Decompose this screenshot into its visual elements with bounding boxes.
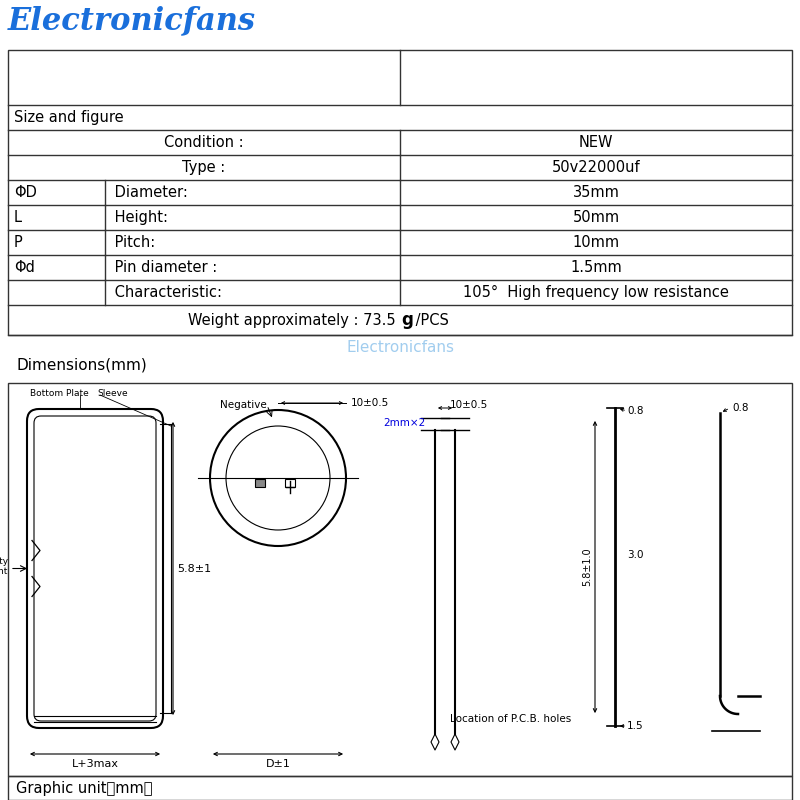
Text: Height:: Height: (110, 210, 168, 225)
Text: Bottom Plate: Bottom Plate (30, 389, 89, 398)
Text: P: P (14, 235, 22, 250)
Text: 50mm: 50mm (573, 210, 619, 225)
Text: /PCS: /PCS (411, 313, 449, 327)
Text: Weight approximately : 73.5: Weight approximately : 73.5 (188, 313, 400, 327)
Text: Dimensions(mm): Dimensions(mm) (16, 358, 146, 373)
Text: 10±0.5: 10±0.5 (351, 398, 390, 408)
Text: 10±0.5: 10±0.5 (450, 400, 488, 410)
Text: L: L (14, 210, 22, 225)
Text: 0.8: 0.8 (627, 406, 643, 416)
Text: ΦD: ΦD (14, 185, 37, 200)
Text: Graphic unit（mm）: Graphic unit（mm） (16, 781, 153, 795)
Bar (285, 479, 295, 487)
Text: Safety
Vent: Safety Vent (0, 557, 8, 576)
Text: 5.8±1.0: 5.8±1.0 (582, 548, 592, 586)
Text: Electronicfans: Electronicfans (8, 5, 256, 36)
Bar (8, 776, 792, 800)
Text: Pin diameter :: Pin diameter : (110, 260, 218, 275)
Text: 35mm: 35mm (573, 185, 619, 200)
Text: NEW: NEW (578, 135, 614, 150)
Text: Φd: Φd (14, 260, 35, 275)
Bar (255, 479, 265, 487)
Text: 3.0: 3.0 (627, 550, 643, 559)
Text: Location of P.C.B. holes: Location of P.C.B. holes (450, 714, 571, 724)
Text: Size and figure: Size and figure (14, 110, 124, 125)
Bar (8, 383, 792, 776)
Text: 50v22000uf: 50v22000uf (552, 160, 640, 175)
Text: Condition :: Condition : (164, 135, 244, 150)
Text: Negative: Negative (220, 400, 266, 410)
Text: D±1: D±1 (266, 759, 290, 769)
Text: Diameter:: Diameter: (110, 185, 188, 200)
Text: g: g (401, 311, 413, 329)
Text: Characteristic:: Characteristic: (110, 285, 222, 300)
Text: Pitch:: Pitch: (110, 235, 155, 250)
Text: L+3max: L+3max (71, 759, 118, 769)
Text: 105°  High frequency low resistance: 105° High frequency low resistance (463, 285, 729, 300)
Text: Electronicfans: Electronicfans (346, 339, 454, 354)
Text: Sleeve: Sleeve (97, 389, 128, 398)
Text: 0.8: 0.8 (732, 403, 749, 413)
Text: Type :: Type : (182, 160, 226, 175)
Text: 5.8±1: 5.8±1 (177, 563, 211, 574)
Text: 1.5: 1.5 (627, 721, 644, 731)
Text: 2mm×2: 2mm×2 (382, 418, 425, 428)
Bar (8, 50, 792, 335)
Text: 10mm: 10mm (573, 235, 619, 250)
Text: 1.5mm: 1.5mm (570, 260, 622, 275)
